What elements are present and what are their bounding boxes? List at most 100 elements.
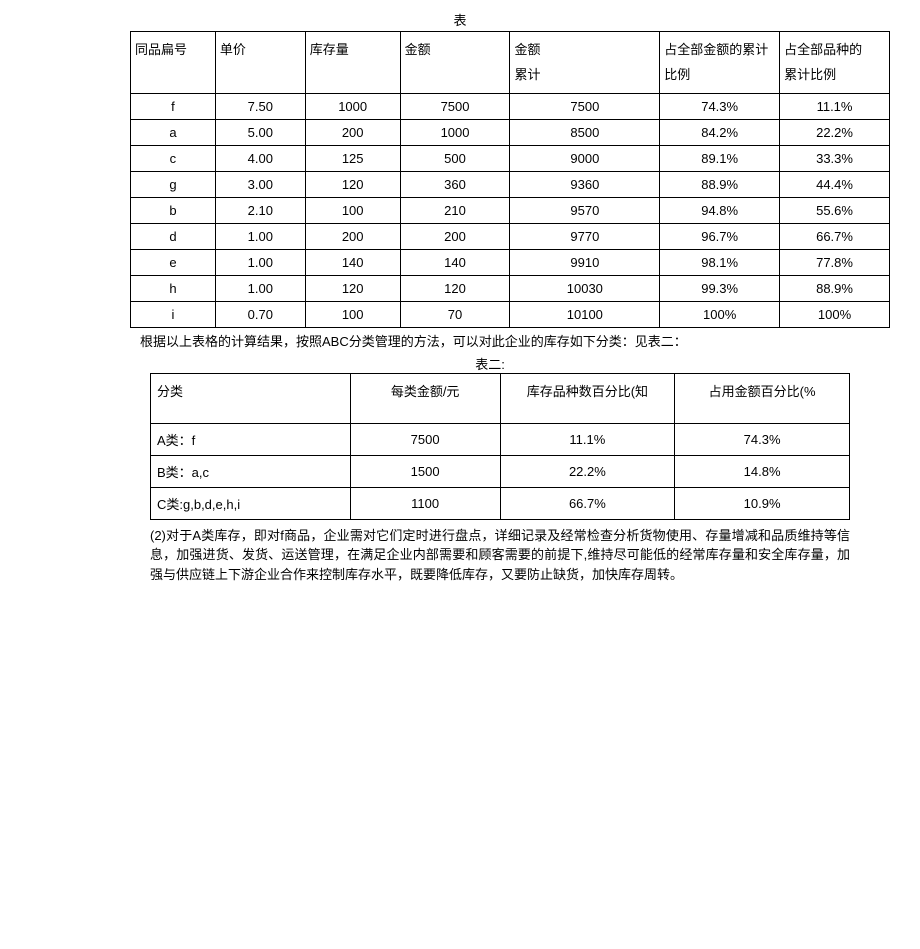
table-cell: 120 <box>305 172 400 198</box>
table-cell: 9910 <box>510 250 660 276</box>
table-cell: e <box>131 250 216 276</box>
table-cell: 7.50 <box>215 94 305 120</box>
table-cell: 88.9% <box>660 172 780 198</box>
table-cell: i <box>131 302 216 328</box>
table-row: d1.00200200977096.7%66.7% <box>131 224 890 250</box>
table-row: e1.00140140991098.1%77.8% <box>131 250 890 276</box>
table-cell: 8500 <box>510 120 660 146</box>
table-cell: 98.1% <box>660 250 780 276</box>
table-cell: 210 <box>400 198 510 224</box>
table-cell: 120 <box>305 276 400 302</box>
table-cell: 2.10 <box>215 198 305 224</box>
table-cell: 9360 <box>510 172 660 198</box>
table-cell: 33.3% <box>780 146 890 172</box>
table-cell: 11.1% <box>500 423 675 455</box>
table1-header: 单价 <box>215 32 305 94</box>
table-cell: A类：f <box>151 423 351 455</box>
table2-header: 分类 <box>151 373 351 423</box>
table-cell: 74.3% <box>675 423 850 455</box>
table-row: a5.002001000850084.2%22.2% <box>131 120 890 146</box>
table-cell: 9000 <box>510 146 660 172</box>
table-cell: 1.00 <box>215 250 305 276</box>
table-cell: 66.7% <box>780 224 890 250</box>
table2-title: 表二: <box>70 354 910 373</box>
table-cell: 140 <box>305 250 400 276</box>
table-cell: 120 <box>400 276 510 302</box>
table-row: c4.00125500900089.1%33.3% <box>131 146 890 172</box>
table-cell: C类:g,b,d,e,h,i <box>151 487 351 519</box>
table1-header: 占全部金额的累计比例 <box>660 32 780 94</box>
table-row: A类：f750011.1%74.3% <box>151 423 850 455</box>
table-cell: d <box>131 224 216 250</box>
table-row: C类:g,b,d,e,h,i110066.7%10.9% <box>151 487 850 519</box>
table-cell: 1000 <box>400 120 510 146</box>
table1-header: 金额 <box>400 32 510 94</box>
table-cell: 4.00 <box>215 146 305 172</box>
table-cell: 14.8% <box>675 455 850 487</box>
table-cell: 3.00 <box>215 172 305 198</box>
table-cell: 89.1% <box>660 146 780 172</box>
table-cell: 10.9% <box>675 487 850 519</box>
table-cell: 5.00 <box>215 120 305 146</box>
table-cell: 99.3% <box>660 276 780 302</box>
table-cell: 0.70 <box>215 302 305 328</box>
table1: 同品扁号 单价 库存量 金额 金额累计 占全部金额的累计比例 占全部品种的累计比… <box>130 31 890 328</box>
table-row: g3.00120360936088.9%44.4% <box>131 172 890 198</box>
table-cell: 9570 <box>510 198 660 224</box>
table-cell: 22.2% <box>780 120 890 146</box>
table1-header: 库存量 <box>305 32 400 94</box>
table2-header: 每类金额/元 <box>350 373 500 423</box>
table-cell: 200 <box>400 224 510 250</box>
table-cell: 100% <box>780 302 890 328</box>
table1-header-row: 同品扁号 单价 库存量 金额 金额累计 占全部金额的累计比例 占全部品种的累计比… <box>131 32 890 94</box>
table-cell: 70 <box>400 302 510 328</box>
table-row: b2.10100210957094.8%55.6% <box>131 198 890 224</box>
table-cell: 74.3% <box>660 94 780 120</box>
table-cell: 140 <box>400 250 510 276</box>
table1-header: 占全部品种的累计比例 <box>780 32 890 94</box>
table-cell: 7500 <box>400 94 510 120</box>
table-cell: f <box>131 94 216 120</box>
table-cell: 1.00 <box>215 276 305 302</box>
table-cell: 100 <box>305 198 400 224</box>
table-cell: b <box>131 198 216 224</box>
table-cell: 55.6% <box>780 198 890 224</box>
table-cell: 66.7% <box>500 487 675 519</box>
table-cell: 500 <box>400 146 510 172</box>
table-cell: 200 <box>305 120 400 146</box>
table2-header: 库存品种数百分比(知 <box>500 373 675 423</box>
table-cell: 360 <box>400 172 510 198</box>
table1-header: 金额累计 <box>510 32 660 94</box>
table-cell: 200 <box>305 224 400 250</box>
table-cell: a <box>131 120 216 146</box>
table-cell: 1000 <box>305 94 400 120</box>
table2-header: 占用金额百分比(% <box>675 373 850 423</box>
paragraph-text: (2)对于A类库存，即对f商品，企业需对它们定时进行盘点，详细记录及经常检查分析… <box>150 526 850 585</box>
table1-title: 表 <box>10 10 910 29</box>
table1-header: 同品扁号 <box>131 32 216 94</box>
table-cell: 1500 <box>350 455 500 487</box>
table-row: B类：a,c150022.2%14.8% <box>151 455 850 487</box>
table-cell: 1.00 <box>215 224 305 250</box>
table-cell: 22.2% <box>500 455 675 487</box>
table-cell: h <box>131 276 216 302</box>
note-text: 根据以上表格的计算结果，按照ABC分类管理的方法，可以对此企业的库存如下分类：见… <box>140 332 910 352</box>
table-cell: c <box>131 146 216 172</box>
table-cell: 44.4% <box>780 172 890 198</box>
table-cell: 10100 <box>510 302 660 328</box>
table-row: i0.701007010100100%100% <box>131 302 890 328</box>
table-cell: 96.7% <box>660 224 780 250</box>
table-cell: 10030 <box>510 276 660 302</box>
table-cell: 88.9% <box>780 276 890 302</box>
table-cell: 7500 <box>510 94 660 120</box>
table-cell: 84.2% <box>660 120 780 146</box>
table-cell: 94.8% <box>660 198 780 224</box>
table-cell: B类：a,c <box>151 455 351 487</box>
table2: 分类 每类金额/元 库存品种数百分比(知 占用金额百分比(% A类：f75001… <box>150 373 850 520</box>
table-cell: 77.8% <box>780 250 890 276</box>
table-cell: 7500 <box>350 423 500 455</box>
table-cell: 125 <box>305 146 400 172</box>
table-cell: 1100 <box>350 487 500 519</box>
table-row: f7.5010007500750074.3%11.1% <box>131 94 890 120</box>
table-cell: 9770 <box>510 224 660 250</box>
